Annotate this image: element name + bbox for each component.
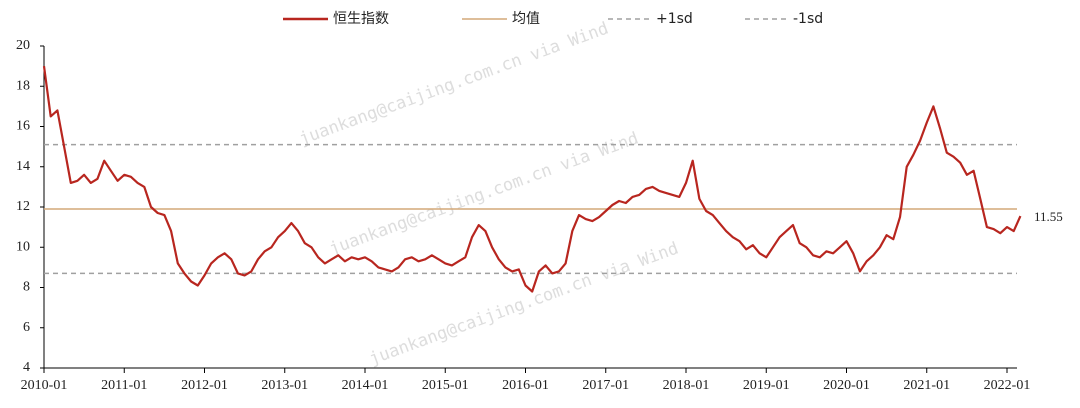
x-tick-label: 2021-01: [903, 378, 950, 393]
legend: 恒生指数 均值 +1sd -1sd: [283, 11, 823, 27]
x-tick-label: 2012-01: [181, 378, 228, 393]
y-tick-label: 16: [16, 119, 30, 134]
x-tick-label: 2010-01: [21, 378, 68, 393]
y-tick-label: 18: [16, 78, 30, 93]
x-tick-label: 2017-01: [582, 378, 629, 393]
x-tick-label: 2020-01: [823, 378, 870, 393]
x-tick-label: 2022-01: [984, 378, 1031, 393]
x-tick-label: 2018-01: [663, 378, 710, 393]
x-tick-label: 2016-01: [502, 378, 549, 393]
x-tick-label: 2014-01: [342, 378, 389, 393]
data-line: [42, 65, 1022, 293]
legend-label: 均值: [512, 11, 540, 27]
end-annotation: 11.55: [1034, 209, 1063, 224]
y-tick-label: 4: [23, 360, 30, 375]
watermark: juankang@caijing.com.cn via Wind: [327, 129, 642, 260]
legend-label: 恒生指数: [333, 11, 389, 27]
y-tick-label: 14: [16, 159, 30, 174]
watermark: juankang@caijing.com.cn via Wind: [297, 19, 612, 150]
legend-label: -1sd: [793, 11, 823, 27]
x-tick-label: 2019-01: [743, 378, 790, 393]
y-tick-label: 10: [16, 239, 30, 254]
y-tick-label: 6: [23, 320, 30, 335]
legend-label: +1sd: [656, 11, 693, 27]
y-tick-label: 12: [16, 199, 30, 214]
x-tick-label: 2011-01: [101, 378, 147, 393]
y-tick-label: 20: [16, 38, 30, 53]
y-tick-label: 8: [23, 280, 30, 295]
x-tick-label: 2015-01: [422, 378, 469, 393]
x-tick-label: 2013-01: [261, 378, 308, 393]
